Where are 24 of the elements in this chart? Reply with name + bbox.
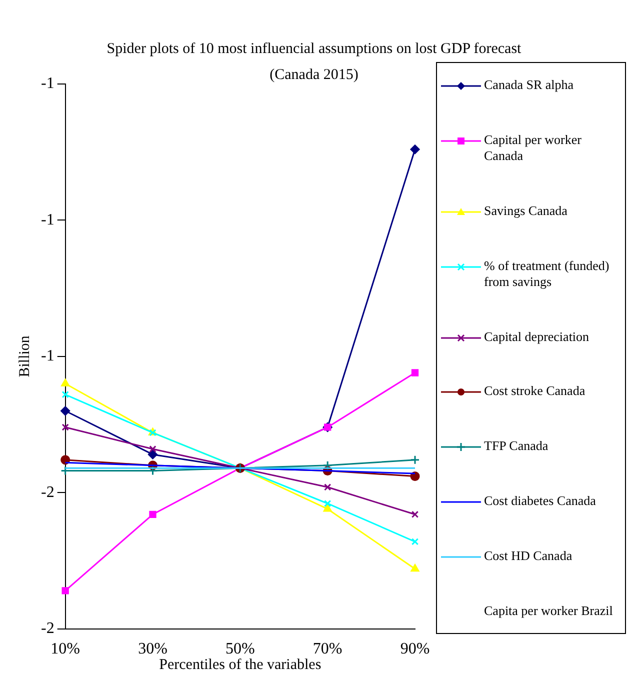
legend-label: Capital depreciation (484, 328, 590, 344)
x-tick-label: 50% (226, 640, 255, 658)
chart-subtitle: (Canada 2015) (270, 67, 358, 83)
legend-label: TFP Canada (484, 438, 548, 454)
y-axis-title: Billion (16, 335, 33, 378)
legend-label: Cost diabetes Canada (484, 493, 596, 510)
y-tick-label: -2 (41, 484, 54, 501)
x-axis-title: Percentiles of the variables (159, 656, 322, 673)
y-tick-label: -1 (41, 211, 54, 228)
y-tick-label: -1 (41, 348, 54, 365)
legend-label: Canada SR alpha (484, 77, 574, 93)
legend-label: Cost HD Canada (484, 548, 572, 564)
x-tick-label: 70% (312, 640, 342, 658)
legend-label: % of treatment (funded) from savings (484, 258, 610, 290)
legend-label: Cost stroke Canada (484, 383, 586, 400)
x-tick-label: 30% (138, 640, 168, 658)
x-tick-label: 90% (400, 640, 430, 658)
y-tick-label: -1 (41, 75, 54, 92)
chart-title: Spider plots of 10 most influencial assumptions on lost GDP forecast (106, 40, 522, 59)
y-tick-label: -2 (41, 620, 54, 638)
text: Capita per worker Brazil (484, 602, 613, 619)
x-tick-label: 10% (50, 640, 80, 658)
legend-label: Savings Canada (484, 202, 568, 219)
legend-label: Capital per worker Canada (484, 132, 582, 164)
